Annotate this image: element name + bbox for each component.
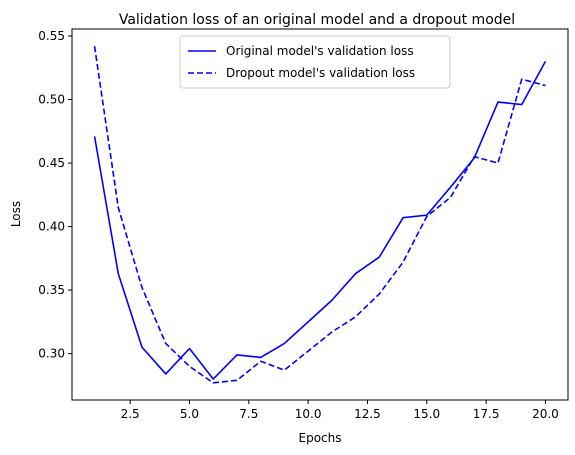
legend: Original model's validation loss Dropout… — [179, 35, 451, 89]
y-axis: 0.30 0.35 0.40 0.45 0.50 0.55 — [38, 29, 72, 361]
x-tick-label: 7.5 — [239, 407, 258, 421]
x-tick-label: 12.5 — [354, 407, 381, 421]
series-line-dropout — [93, 46, 546, 384]
y-tick-label: 0.50 — [38, 93, 65, 107]
y-tick-label: 0.45 — [38, 156, 65, 170]
y-tick-label: 0.40 — [38, 220, 65, 234]
x-tick-label: 15.0 — [413, 407, 440, 421]
x-tick-label: 17.5 — [473, 407, 500, 421]
chart-title: Validation loss of an original model and… — [119, 12, 515, 28]
y-axis-label: Loss — [9, 201, 23, 227]
legend-label-dropout: Dropout model's validation loss — [226, 66, 415, 80]
legend-label-original: Original model's validation loss — [226, 44, 414, 58]
x-tick-label: 20.0 — [532, 407, 559, 421]
x-axis: 2.5 5.0 7.5 10.0 12.5 15.0 17.5 20.0 — [121, 400, 559, 421]
y-tick-label: 0.55 — [38, 29, 65, 43]
plot-frame — [71, 28, 569, 401]
y-tick-label: 0.35 — [38, 283, 65, 297]
x-axis-label: Epochs — [299, 431, 342, 445]
x-tick-label: 10.0 — [295, 407, 322, 421]
plot-area — [93, 46, 547, 384]
x-tick-label: 2.5 — [121, 407, 140, 421]
legend-box — [179, 35, 451, 89]
x-tick-label: 5.0 — [180, 407, 199, 421]
y-tick-label: 0.30 — [38, 347, 65, 361]
